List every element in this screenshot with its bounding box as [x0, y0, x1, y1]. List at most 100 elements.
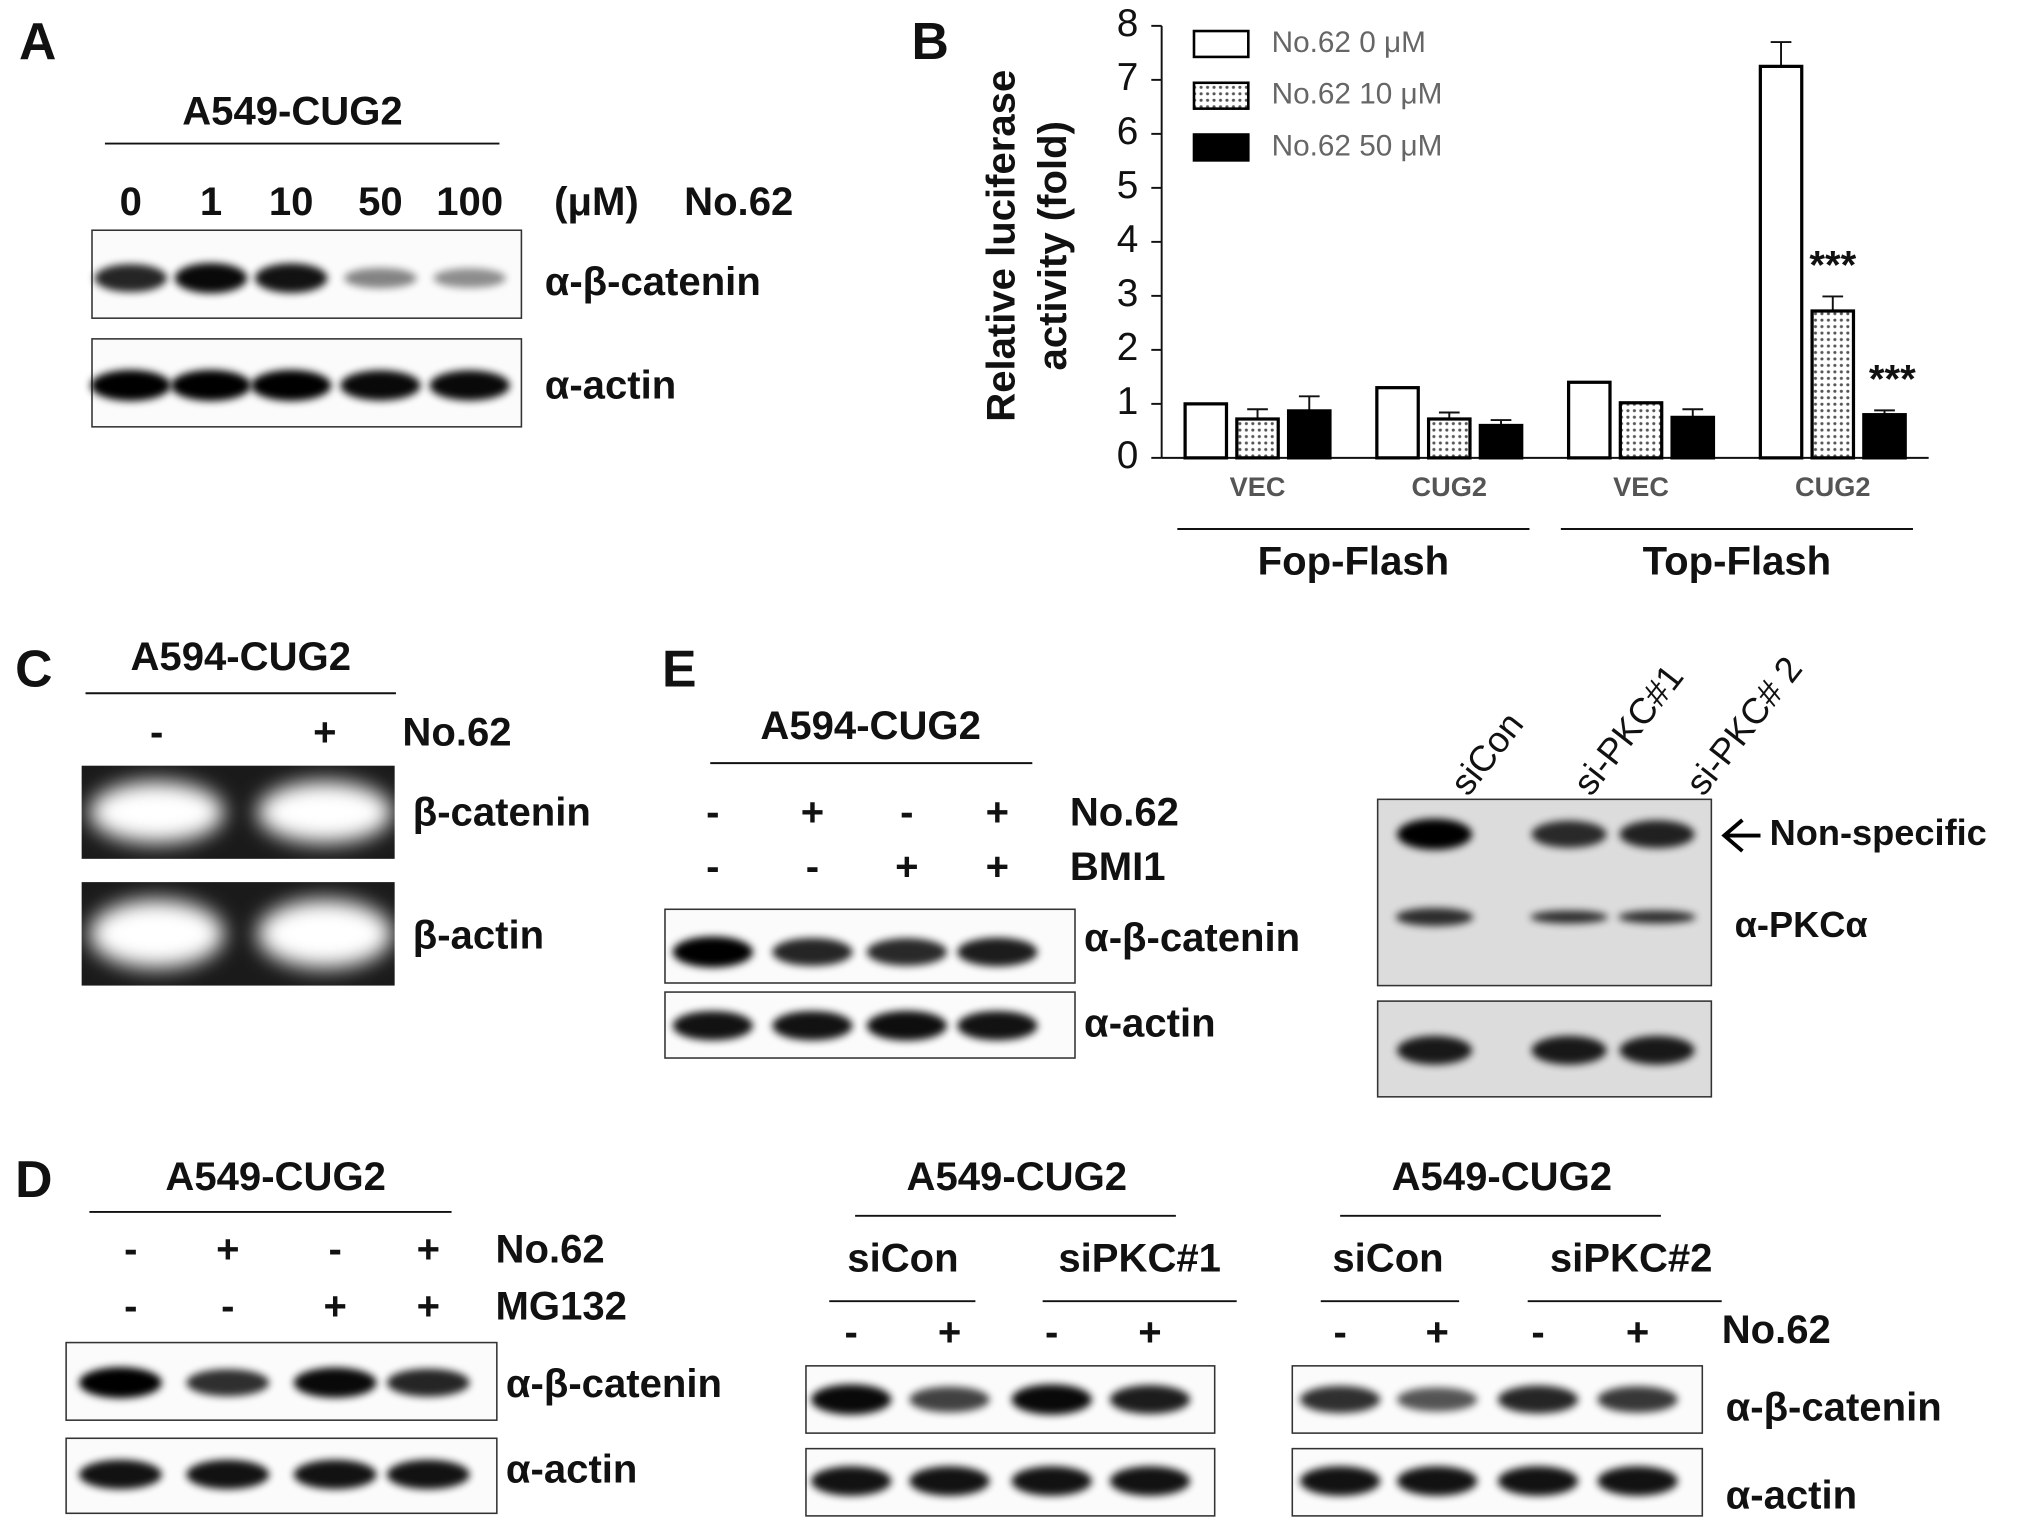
group-label: Fop-Flash [1258, 540, 1449, 584]
blot-band [1397, 1035, 1473, 1065]
antibody: α-actin [545, 364, 677, 408]
panel-letter: E [662, 639, 697, 697]
blot-band [811, 1466, 892, 1496]
gene: β-catenin [413, 790, 591, 834]
gel-band [89, 781, 224, 844]
blot-band [866, 1010, 947, 1041]
bar [1758, 64, 1804, 460]
lane-label: + [216, 1228, 239, 1272]
unit: (μM) [554, 180, 639, 224]
blot-band [90, 369, 171, 401]
antibody: α-actin [506, 1448, 638, 1492]
y-tick-label: 6 [1117, 110, 1139, 153]
lane-label: - [845, 1310, 858, 1354]
blot-band [909, 1466, 990, 1496]
blot-band [1011, 1466, 1092, 1496]
blot-band [1109, 1466, 1191, 1496]
blot-band [386, 1459, 470, 1490]
lane-label: + [801, 790, 824, 834]
drug: No.62 [402, 710, 511, 754]
blot-band [1597, 1386, 1678, 1413]
blot-band [79, 1367, 162, 1399]
blot-band [1011, 1384, 1092, 1415]
lane-label: + [1626, 1310, 1649, 1354]
blot-band [1597, 1466, 1678, 1496]
drug: No.62 [496, 1228, 605, 1272]
cell-line: A549-CUG2 [182, 89, 403, 133]
significance: *** [1809, 244, 1856, 288]
blot-band [251, 369, 332, 401]
blot-band [1397, 1387, 1478, 1412]
blot-band [344, 267, 417, 289]
lane-label: 100 [436, 180, 503, 224]
lane-label: - [328, 1228, 341, 1272]
antibody: α-actin [1726, 1473, 1858, 1517]
legend-label: No.62 10 μM [1272, 78, 1443, 111]
cell-line: A549-CUG2 [1392, 1155, 1613, 1199]
blot-band [429, 370, 510, 401]
blot-band [866, 938, 947, 966]
bar [1810, 309, 1856, 460]
blot-band [433, 268, 506, 288]
blot-band [1530, 910, 1608, 924]
y-tick-label: 2 [1117, 326, 1139, 369]
significance: *** [1869, 357, 1916, 401]
y-axis-label: activity (fold) [1031, 121, 1075, 370]
bar [1566, 380, 1612, 460]
drug: BMI1 [1070, 845, 1166, 889]
lane-label: - [124, 1228, 137, 1272]
panel-letter: B [911, 12, 948, 70]
blot-band [957, 1010, 1038, 1041]
blot-band [772, 1010, 853, 1041]
lane-label: siCon [1442, 704, 1531, 802]
y-tick-label: 1 [1117, 380, 1139, 423]
band-label: Non-specific [1770, 812, 1987, 853]
blot-band [386, 1368, 470, 1397]
lane-label: - [150, 710, 163, 754]
arrow [1721, 818, 1761, 853]
antibody: α-β-catenin [545, 260, 761, 304]
lane-label: + [313, 710, 336, 754]
bar [1375, 386, 1420, 460]
lane-label: - [806, 845, 819, 889]
lane-label: + [938, 1310, 961, 1354]
x-tick-label: VEC [1613, 471, 1669, 502]
bar [1862, 413, 1907, 460]
blot-band [1109, 1385, 1191, 1414]
cell-line: A594-CUG2 [130, 635, 351, 679]
blot-band [94, 264, 168, 293]
panel-letter: C [15, 639, 52, 697]
lane-label: + [1138, 1310, 1161, 1354]
blot-band [1497, 1385, 1579, 1414]
panel-letter: A [19, 12, 56, 70]
lane-label: + [1425, 1310, 1448, 1354]
lane-label: - [900, 790, 913, 834]
blot-band [186, 1369, 270, 1397]
blot-band [1300, 1385, 1381, 1414]
lane-label: + [986, 845, 1009, 889]
band-label: α-PKCα [1735, 904, 1868, 945]
blot-band [1619, 1035, 1695, 1065]
group-label: siCon [1332, 1237, 1443, 1281]
blot-band [79, 1459, 162, 1490]
legend-swatch [1192, 29, 1250, 59]
lane-label: - [1531, 1310, 1544, 1354]
antibody: α-β-catenin [1084, 916, 1300, 960]
x-tick-label: CUG2 [1412, 471, 1487, 502]
lane-label: + [323, 1285, 346, 1329]
y-tick-label: 5 [1117, 164, 1139, 207]
lane-label: - [1333, 1310, 1346, 1354]
blot-band [1397, 818, 1473, 850]
group-label: siPKC#1 [1058, 1237, 1221, 1281]
antibody: α-β-catenin [1726, 1385, 1942, 1429]
legend-label: No.62 50 μM [1272, 129, 1443, 162]
blot-band [909, 1386, 990, 1413]
bar [1670, 415, 1716, 460]
blot-band [1300, 1466, 1381, 1496]
bar [1618, 401, 1664, 460]
blot-band [1531, 1035, 1607, 1065]
x-tick-label: VEC [1230, 471, 1286, 502]
blot-band [772, 937, 853, 966]
blot-band [293, 1459, 377, 1490]
